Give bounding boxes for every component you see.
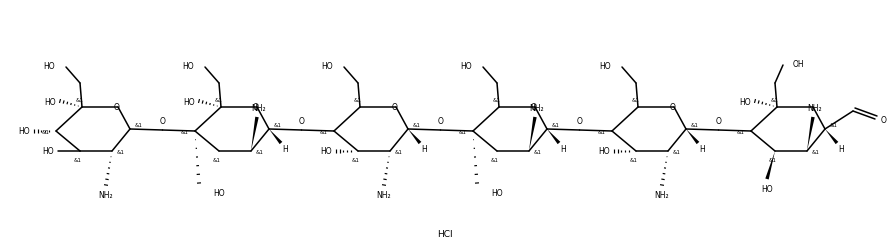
Text: &1: &1: [771, 97, 779, 102]
Text: NH₂: NH₂: [99, 191, 113, 200]
Text: HO: HO: [213, 189, 225, 198]
Text: &1: &1: [598, 129, 606, 134]
Text: HO: HO: [19, 127, 30, 136]
Text: H: H: [560, 145, 566, 154]
Text: HO: HO: [740, 97, 751, 106]
Text: &1: &1: [691, 122, 699, 127]
Text: &1: &1: [413, 122, 421, 127]
Text: &1: &1: [395, 149, 403, 154]
Text: &1: &1: [213, 157, 221, 162]
Text: &1: &1: [352, 157, 360, 162]
Text: &1: &1: [830, 122, 838, 127]
Polygon shape: [765, 151, 775, 180]
Text: HO: HO: [491, 189, 503, 198]
Text: &1: &1: [42, 129, 50, 134]
Text: HO: HO: [322, 61, 333, 70]
Text: &1: &1: [630, 157, 638, 162]
Text: HO: HO: [600, 61, 611, 70]
Text: O: O: [159, 116, 166, 125]
Text: HO: HO: [45, 97, 56, 106]
Text: &1: &1: [215, 97, 223, 102]
Polygon shape: [686, 130, 699, 145]
Text: &1: &1: [491, 157, 499, 162]
Polygon shape: [529, 117, 536, 151]
Text: &1: &1: [320, 129, 328, 134]
Text: &1: &1: [76, 97, 84, 102]
Text: NH₂: NH₂: [377, 191, 391, 200]
Text: &1: &1: [459, 129, 467, 134]
Text: O: O: [437, 116, 444, 125]
Text: O: O: [114, 102, 120, 111]
Text: &1: &1: [493, 97, 501, 102]
Text: HO: HO: [599, 147, 610, 156]
Text: &1: &1: [812, 149, 820, 154]
Text: H: H: [421, 145, 427, 154]
Text: &1: &1: [737, 129, 745, 134]
Text: &1: &1: [181, 129, 189, 134]
Text: O: O: [253, 102, 259, 111]
Text: &1: &1: [632, 97, 640, 102]
Text: O: O: [670, 102, 676, 111]
Text: &1: &1: [552, 122, 560, 127]
Text: HO: HO: [184, 97, 195, 106]
Text: O: O: [881, 115, 887, 124]
Text: &1: &1: [74, 157, 82, 162]
Text: &1: &1: [354, 97, 362, 102]
Text: O: O: [576, 116, 583, 125]
Text: &1: &1: [135, 122, 143, 127]
Text: O: O: [392, 102, 398, 111]
Text: &1: &1: [534, 149, 542, 154]
Text: HCl: HCl: [437, 230, 453, 239]
Text: HO: HO: [44, 61, 55, 70]
Polygon shape: [547, 130, 560, 145]
Text: O: O: [531, 102, 537, 111]
Text: HO: HO: [43, 147, 54, 156]
Text: &1: &1: [769, 157, 777, 162]
Polygon shape: [825, 130, 838, 145]
Text: HO: HO: [321, 147, 332, 156]
Text: &1: &1: [673, 149, 681, 154]
Text: HO: HO: [183, 61, 194, 70]
Text: &1: &1: [274, 122, 282, 127]
Text: NH₂: NH₂: [807, 103, 822, 112]
Text: H: H: [699, 145, 705, 154]
Text: NH₂: NH₂: [655, 191, 669, 200]
Text: O: O: [715, 116, 722, 125]
Polygon shape: [408, 130, 421, 145]
Text: H: H: [838, 145, 844, 154]
Text: HO: HO: [461, 61, 472, 70]
Text: O: O: [298, 116, 305, 125]
Text: OH: OH: [793, 59, 805, 68]
Text: NH₂: NH₂: [529, 103, 544, 112]
Text: NH₂: NH₂: [251, 103, 266, 112]
Text: HO: HO: [761, 185, 772, 194]
Text: &1: &1: [117, 149, 125, 154]
Text: &1: &1: [256, 149, 264, 154]
Polygon shape: [269, 130, 282, 145]
Polygon shape: [807, 117, 814, 151]
Polygon shape: [251, 117, 258, 151]
Text: H: H: [282, 145, 288, 154]
